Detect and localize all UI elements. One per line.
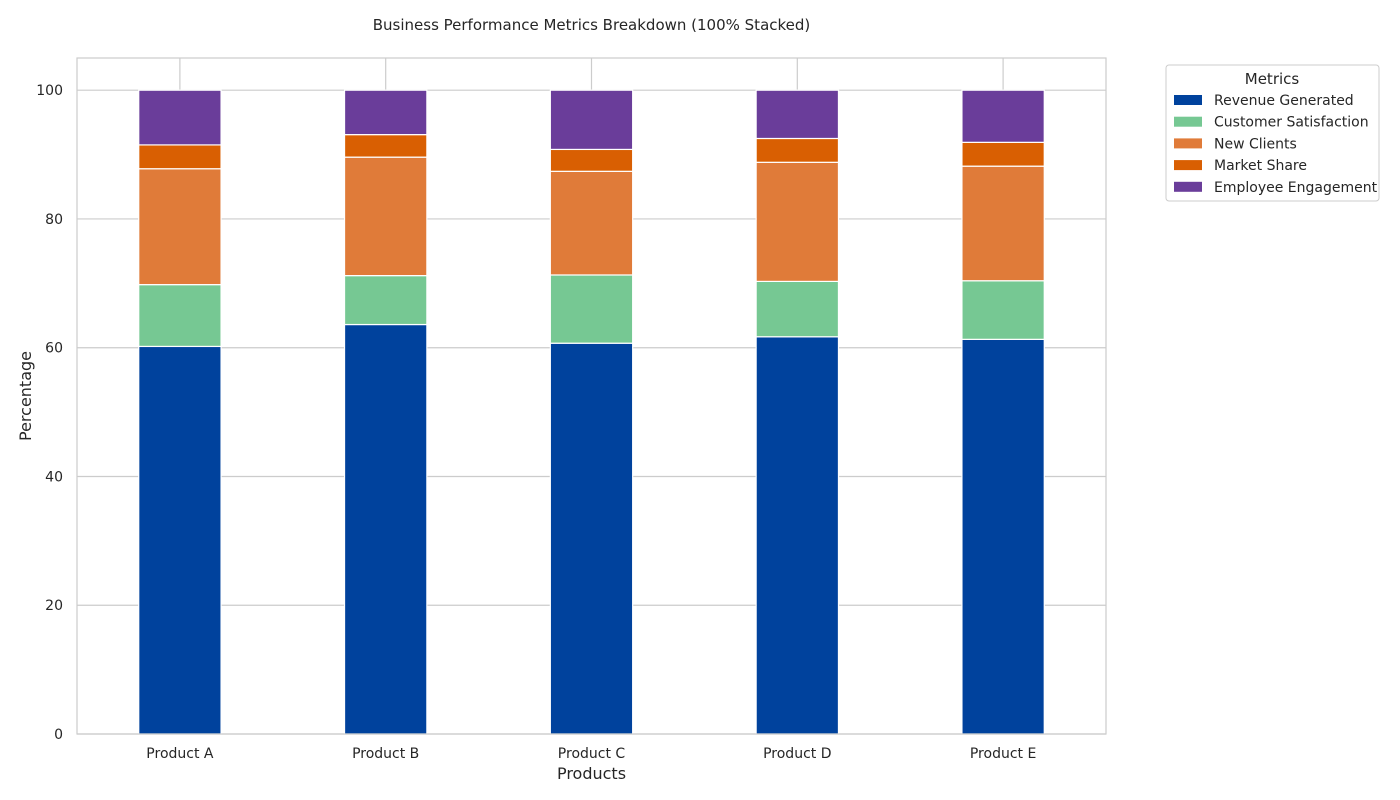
bar-segment-employee-engagement <box>549 89 634 151</box>
y-tick-label: 60 <box>45 341 63 357</box>
legend-items: Revenue Generated Customer Satisfaction Ne… <box>1174 93 1378 196</box>
bar-stack-product-d <box>755 89 840 735</box>
bar-stack-product-c <box>549 89 634 735</box>
x-tick-label: Product D <box>763 746 831 762</box>
y-tick-label: 80 <box>45 212 63 228</box>
bar-segment-new-clients <box>138 168 222 286</box>
chart-title: Business Performance Metrics Breakdown (… <box>373 16 811 34</box>
y-tick-label: 20 <box>45 598 63 614</box>
bar-segment-customer-satisfaction <box>549 274 634 344</box>
bar-segment-revenue-generated <box>961 338 1045 735</box>
legend-label: New Clients <box>1214 136 1297 152</box>
bar-stack-product-e <box>961 89 1045 735</box>
bar-segment-employee-engagement <box>755 89 840 140</box>
y-axis-label: Percentage <box>16 351 35 441</box>
bar-segment-new-clients <box>549 170 634 276</box>
legend-label: Market Share <box>1214 158 1307 174</box>
legend: Metrics Revenue Generated Customer Satisf… <box>1165 64 1380 202</box>
bar-segment-new-clients <box>961 165 1045 282</box>
bar-segment-revenue-generated <box>138 345 222 735</box>
legend-item-employee-engagement: Employee Engagement <box>1174 180 1378 196</box>
x-tick-label: Product E <box>970 746 1036 762</box>
bar-segment-revenue-generated <box>343 323 428 735</box>
y-tick-label: 100 <box>36 83 63 99</box>
legend-item-revenue-generated: Revenue Generated <box>1174 93 1354 109</box>
bars-layer <box>138 89 1045 735</box>
legend-label: Revenue Generated <box>1214 93 1354 109</box>
legend-swatch <box>1174 116 1202 127</box>
bar-segment-new-clients <box>343 156 428 277</box>
x-axis-label: Products <box>557 764 626 783</box>
bar-segment-new-clients <box>755 161 840 283</box>
bar-segment-employee-engagement <box>138 89 222 146</box>
legend-label: Customer Satisfaction <box>1214 115 1369 131</box>
bar-segment-customer-satisfaction <box>343 275 428 326</box>
legend-label: Employee Engagement <box>1214 180 1378 196</box>
legend-swatch <box>1174 181 1202 192</box>
bar-segment-employee-engagement <box>343 89 428 136</box>
x-tick-label: Product C <box>558 746 626 762</box>
bar-segment-market-share <box>755 137 840 163</box>
legend-title: Metrics <box>1245 70 1300 88</box>
y-tick-label: 0 <box>54 727 63 743</box>
x-tick-label: Product B <box>352 746 419 762</box>
legend-item-customer-satisfaction: Customer Satisfaction <box>1174 115 1369 131</box>
legend-swatch <box>1174 160 1202 171</box>
bar-stack-product-a <box>138 89 222 735</box>
bar-segment-market-share <box>961 141 1045 167</box>
bar-segment-customer-satisfaction <box>138 284 222 348</box>
bar-segment-revenue-generated <box>755 336 840 735</box>
x-tick-labels: Product A Product B Product C Product D Prod… <box>146 746 1036 762</box>
x-tick-label: Product A <box>146 746 214 762</box>
bar-segment-market-share <box>343 134 428 158</box>
bar-segment-customer-satisfaction <box>755 280 840 338</box>
legend-swatch <box>1174 95 1202 105</box>
bar-segment-market-share <box>549 148 634 172</box>
plot-frame <box>76 57 1107 735</box>
y-tick-label: 40 <box>45 469 63 485</box>
bar-segment-market-share <box>138 144 222 170</box>
bar-stack-product-b <box>343 89 428 735</box>
legend-frame <box>1165 64 1380 202</box>
bar-segment-employee-engagement <box>961 89 1045 143</box>
y-tick-labels: 0 20 40 60 80 100 <box>36 83 63 743</box>
legend-item-market-share: Market Share <box>1174 158 1307 174</box>
bar-segment-revenue-generated <box>549 342 634 735</box>
bar-segment-customer-satisfaction <box>961 280 1045 340</box>
legend-item-new-clients: New Clients <box>1174 136 1297 152</box>
legend-swatch <box>1174 138 1202 149</box>
